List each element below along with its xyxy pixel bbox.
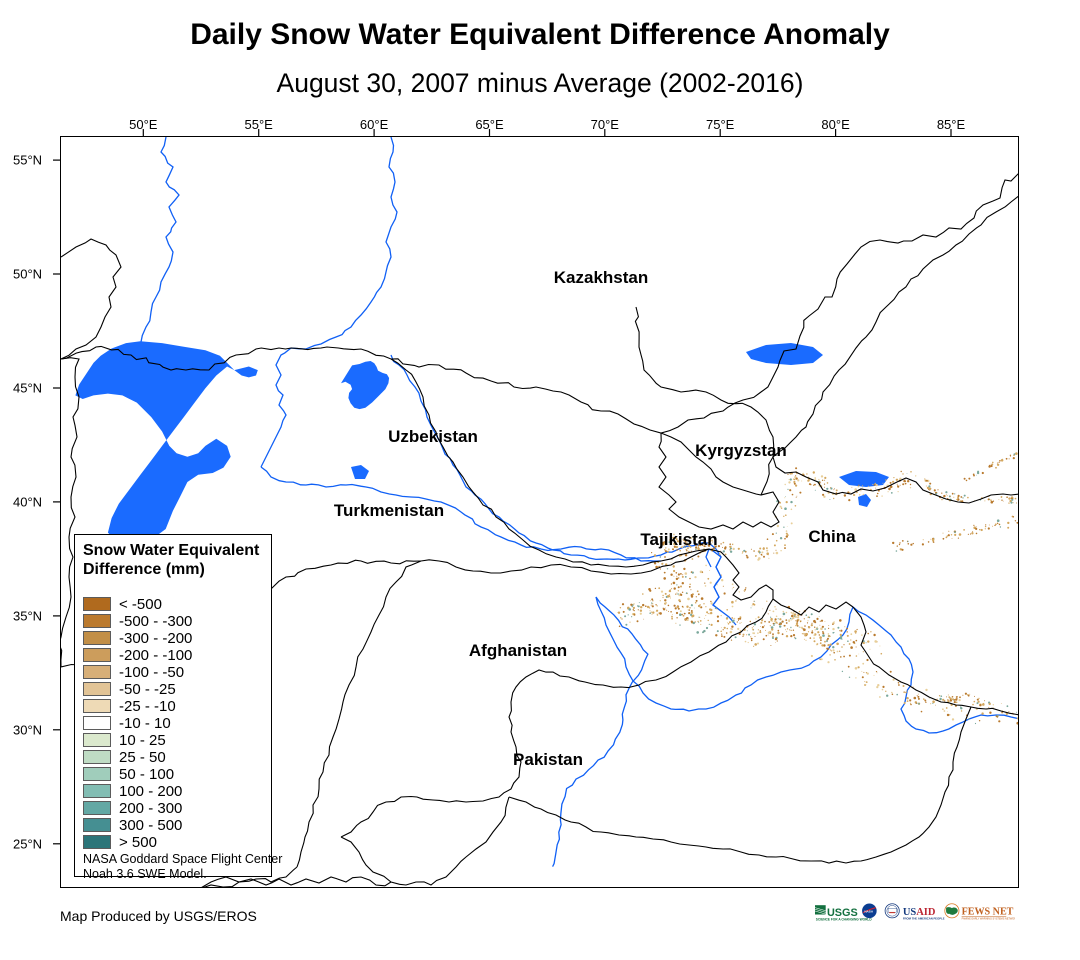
svg-text:FEWS NET: FEWS NET (962, 907, 1014, 918)
svg-text:USAID: USAID (903, 907, 936, 918)
svg-text:NASA: NASA (864, 909, 874, 913)
svg-text:FROM THE AMERICAN PEOPLE: FROM THE AMERICAN PEOPLE (903, 917, 945, 921)
svg-text:SCIENCE FOR A CHANGING WORLD: SCIENCE FOR A CHANGING WORLD (816, 917, 873, 921)
svg-text:FAMINE EARLY WARNING SYSTEMS N: FAMINE EARLY WARNING SYSTEMS NETWORK (962, 918, 1015, 921)
